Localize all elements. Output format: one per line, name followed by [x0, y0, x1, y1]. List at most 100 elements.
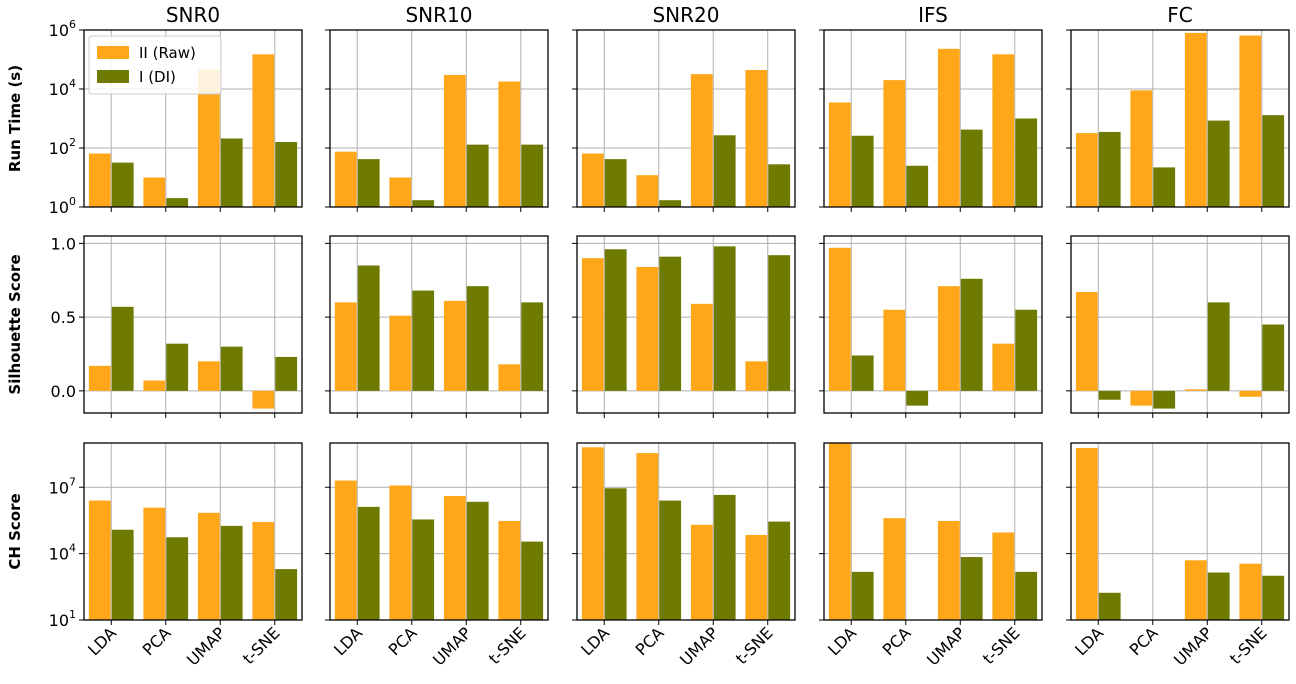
bar-di-t-sne: [275, 356, 298, 391]
bar-raw-lda: [581, 447, 604, 620]
legend-label-raw: II (Raw): [139, 44, 196, 62]
bar-raw-lda: [88, 153, 111, 207]
panel-frame: [576, 442, 796, 621]
ytick-label: 104: [49, 542, 76, 564]
bar-di-umap: [466, 286, 489, 391]
xtick-label-umap: UMAP: [923, 623, 969, 669]
ytick-label: 106: [49, 18, 76, 40]
bar-di-pca: [1153, 390, 1176, 409]
legend-swatch-raw: [97, 46, 129, 59]
ytick-label: 101: [49, 608, 76, 630]
bar-raw-pca: [636, 175, 659, 207]
bar-raw-lda: [334, 302, 357, 391]
bar-di-lda: [851, 135, 874, 207]
xtick-label-umap: UMAP: [183, 623, 229, 669]
panel-2-snr10: LDA PCA UMAP t-SNE: [325, 442, 549, 669]
bar-di-lda: [851, 355, 874, 391]
ylabel-row-1: Silhouette Score: [6, 254, 24, 394]
bar-raw-pca: [636, 453, 659, 620]
bar-raw-pca: [883, 80, 906, 207]
bar-di-lda: [604, 488, 627, 620]
bar-di-lda: [604, 249, 627, 391]
bar-raw-lda: [334, 151, 357, 207]
bar-raw-pca: [143, 380, 166, 391]
panel-frame: [329, 442, 549, 621]
bar-di-umap: [1207, 302, 1230, 391]
panel-2-fc: LDA PCA UMAP t-SNE: [1066, 442, 1290, 669]
bar-di-lda: [357, 159, 380, 207]
bar-raw-umap: [1184, 389, 1207, 391]
panel-0-fc: [1066, 29, 1290, 212]
bar-di-umap: [713, 494, 736, 620]
bar-di-pca: [1153, 167, 1176, 207]
bar-raw-lda: [88, 500, 111, 620]
xtick-label-pca: PCA: [632, 623, 668, 659]
bar-di-umap: [466, 144, 489, 207]
bar-raw-umap: [197, 361, 220, 391]
bar-raw-lda: [1075, 133, 1098, 207]
bar-di-t-sne: [1015, 571, 1038, 620]
bar-di-umap: [1207, 572, 1230, 620]
bar-raw-lda: [88, 365, 111, 391]
bar-raw-pca: [143, 507, 166, 620]
bar-di-lda: [357, 506, 380, 620]
bar-di-lda: [1098, 131, 1121, 207]
column-title-snr0: SNR0: [166, 3, 220, 27]
bar-raw-t-sne: [992, 532, 1015, 620]
bar-raw-lda: [828, 102, 851, 207]
bar-raw-lda: [581, 153, 604, 207]
bar-raw-t-sne: [745, 70, 768, 207]
bar-raw-t-sne: [498, 520, 521, 620]
xtick-label-pca: PCA: [879, 623, 915, 659]
ylabel-row-2: CH Score: [6, 493, 24, 569]
bar-di-pca: [659, 256, 682, 391]
bar-raw-umap: [690, 303, 713, 391]
bar-di-pca: [906, 390, 929, 406]
bar-raw-lda: [1075, 447, 1098, 620]
bar-di-umap: [1207, 120, 1230, 207]
column-title-ifs: IFS: [918, 3, 948, 27]
panel-1-snr0: 0.0 0.5 1.0: [51, 234, 303, 418]
bar-raw-t-sne: [992, 343, 1015, 391]
panel-frame: [823, 442, 1043, 621]
bar-di-t-sne: [768, 521, 791, 620]
bar-raw-umap: [443, 74, 466, 207]
bar-di-lda: [1098, 390, 1121, 400]
panel-frame: [329, 235, 549, 414]
panel-2-snr0: 101 104 107 LDA PCA UMAP t-SNE: [49, 442, 303, 669]
bar-raw-t-sne: [745, 361, 768, 391]
bar-di-lda: [604, 159, 627, 207]
bar-di-t-sne: [768, 255, 791, 391]
panel-frame: [83, 235, 303, 414]
bar-raw-pca: [389, 485, 412, 620]
panel-frame: [83, 442, 303, 621]
bar-di-lda: [111, 162, 134, 207]
bar-raw-lda: [828, 443, 851, 620]
panel-0-ifs: [819, 29, 1043, 212]
bar-di-pca: [906, 165, 929, 207]
xtick-label-lda: LDA: [84, 623, 120, 659]
panel-frame: [823, 235, 1043, 414]
bar-raw-pca: [389, 315, 412, 391]
bar-raw-umap: [1184, 560, 1207, 620]
xtick-label-umap: UMAP: [1170, 623, 1216, 669]
bar-di-t-sne: [1015, 118, 1038, 207]
bar-di-umap: [220, 346, 243, 391]
panel-frame: [1070, 29, 1290, 208]
bar-raw-t-sne: [1239, 390, 1262, 397]
bar-raw-umap: [1184, 32, 1207, 208]
panel-1-fc: [1066, 235, 1290, 418]
bar-di-umap: [713, 135, 736, 207]
bar-raw-pca: [389, 177, 412, 207]
panel-2-snr20: LDA PCA UMAP t-SNE: [572, 442, 796, 669]
bar-di-umap: [960, 557, 983, 620]
xtick-label-lda: LDA: [1071, 623, 1107, 659]
bar-di-lda: [111, 306, 134, 391]
bar-di-t-sne: [275, 141, 298, 207]
panel-0-snr0: 100 102 104 106: [49, 18, 303, 217]
column-title-snr10: SNR10: [405, 3, 472, 27]
bar-raw-t-sne: [252, 521, 275, 620]
bar-di-pca: [412, 519, 435, 620]
panel-2-ifs: LDA PCA UMAP t-SNE: [819, 442, 1043, 669]
bar-di-umap: [713, 246, 736, 391]
